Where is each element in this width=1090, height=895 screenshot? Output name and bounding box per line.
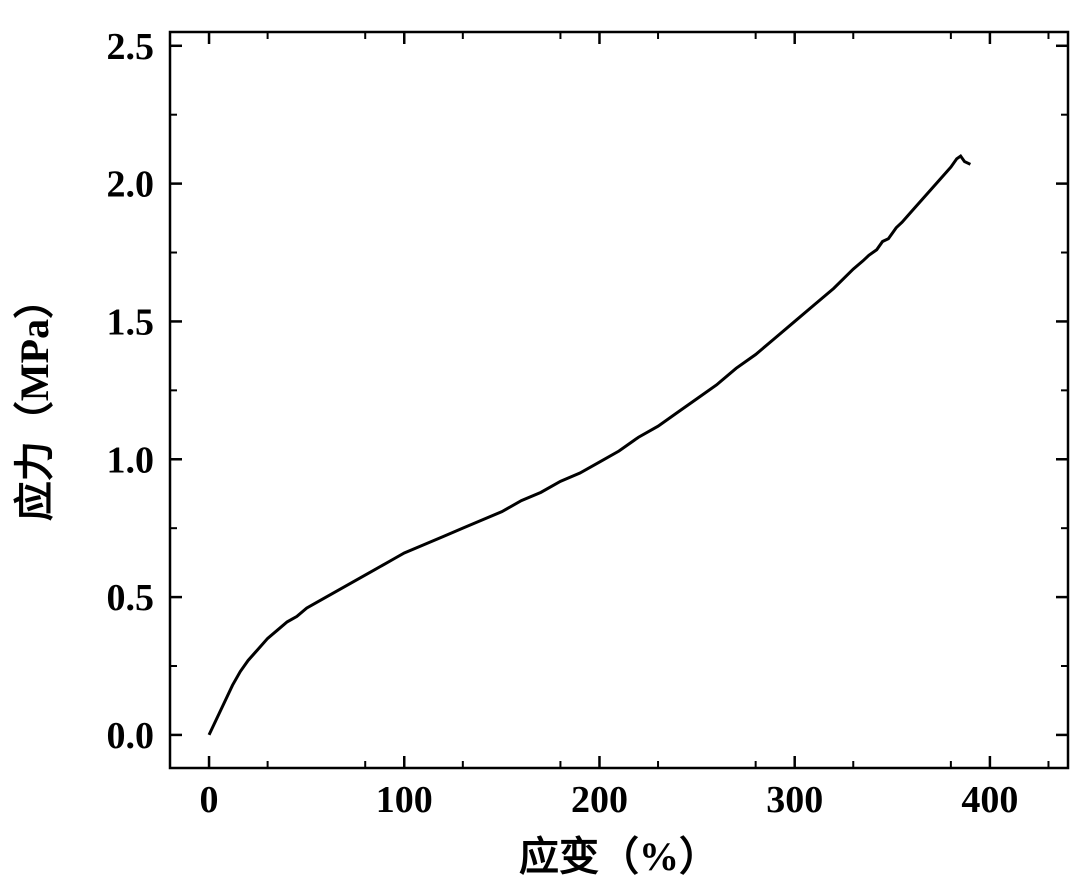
y-tick-label: 1.5 (107, 301, 155, 343)
chart-svg: 0 100 200 300 400 0.0 0.5 1.0 1.5 2.0 2.5 应变（%） 应力（M… (0, 0, 1090, 895)
x-tick-label: 200 (571, 779, 628, 821)
x-tick-label: 300 (766, 779, 823, 821)
y-tick-label: 2.5 (107, 26, 155, 68)
plot-border (170, 32, 1068, 768)
stress-strain-curve (209, 156, 970, 735)
x-axis-label: 应变（%） (519, 834, 719, 879)
x-tick-label: 100 (376, 779, 433, 821)
y-tick-label: 0.5 (107, 577, 155, 619)
y-tick-label: 2.0 (107, 164, 155, 206)
x-tick-label: 0 (200, 779, 219, 821)
y-tick-label: 0.0 (107, 715, 155, 757)
y-axis-label: 应力（MPa） (12, 279, 57, 521)
x-tick-label: 400 (961, 779, 1018, 821)
y-tick-label: 1.0 (107, 439, 155, 481)
stress-strain-chart: 0 100 200 300 400 0.0 0.5 1.0 1.5 2.0 2.5 应变（%） 应力（M… (0, 0, 1090, 895)
